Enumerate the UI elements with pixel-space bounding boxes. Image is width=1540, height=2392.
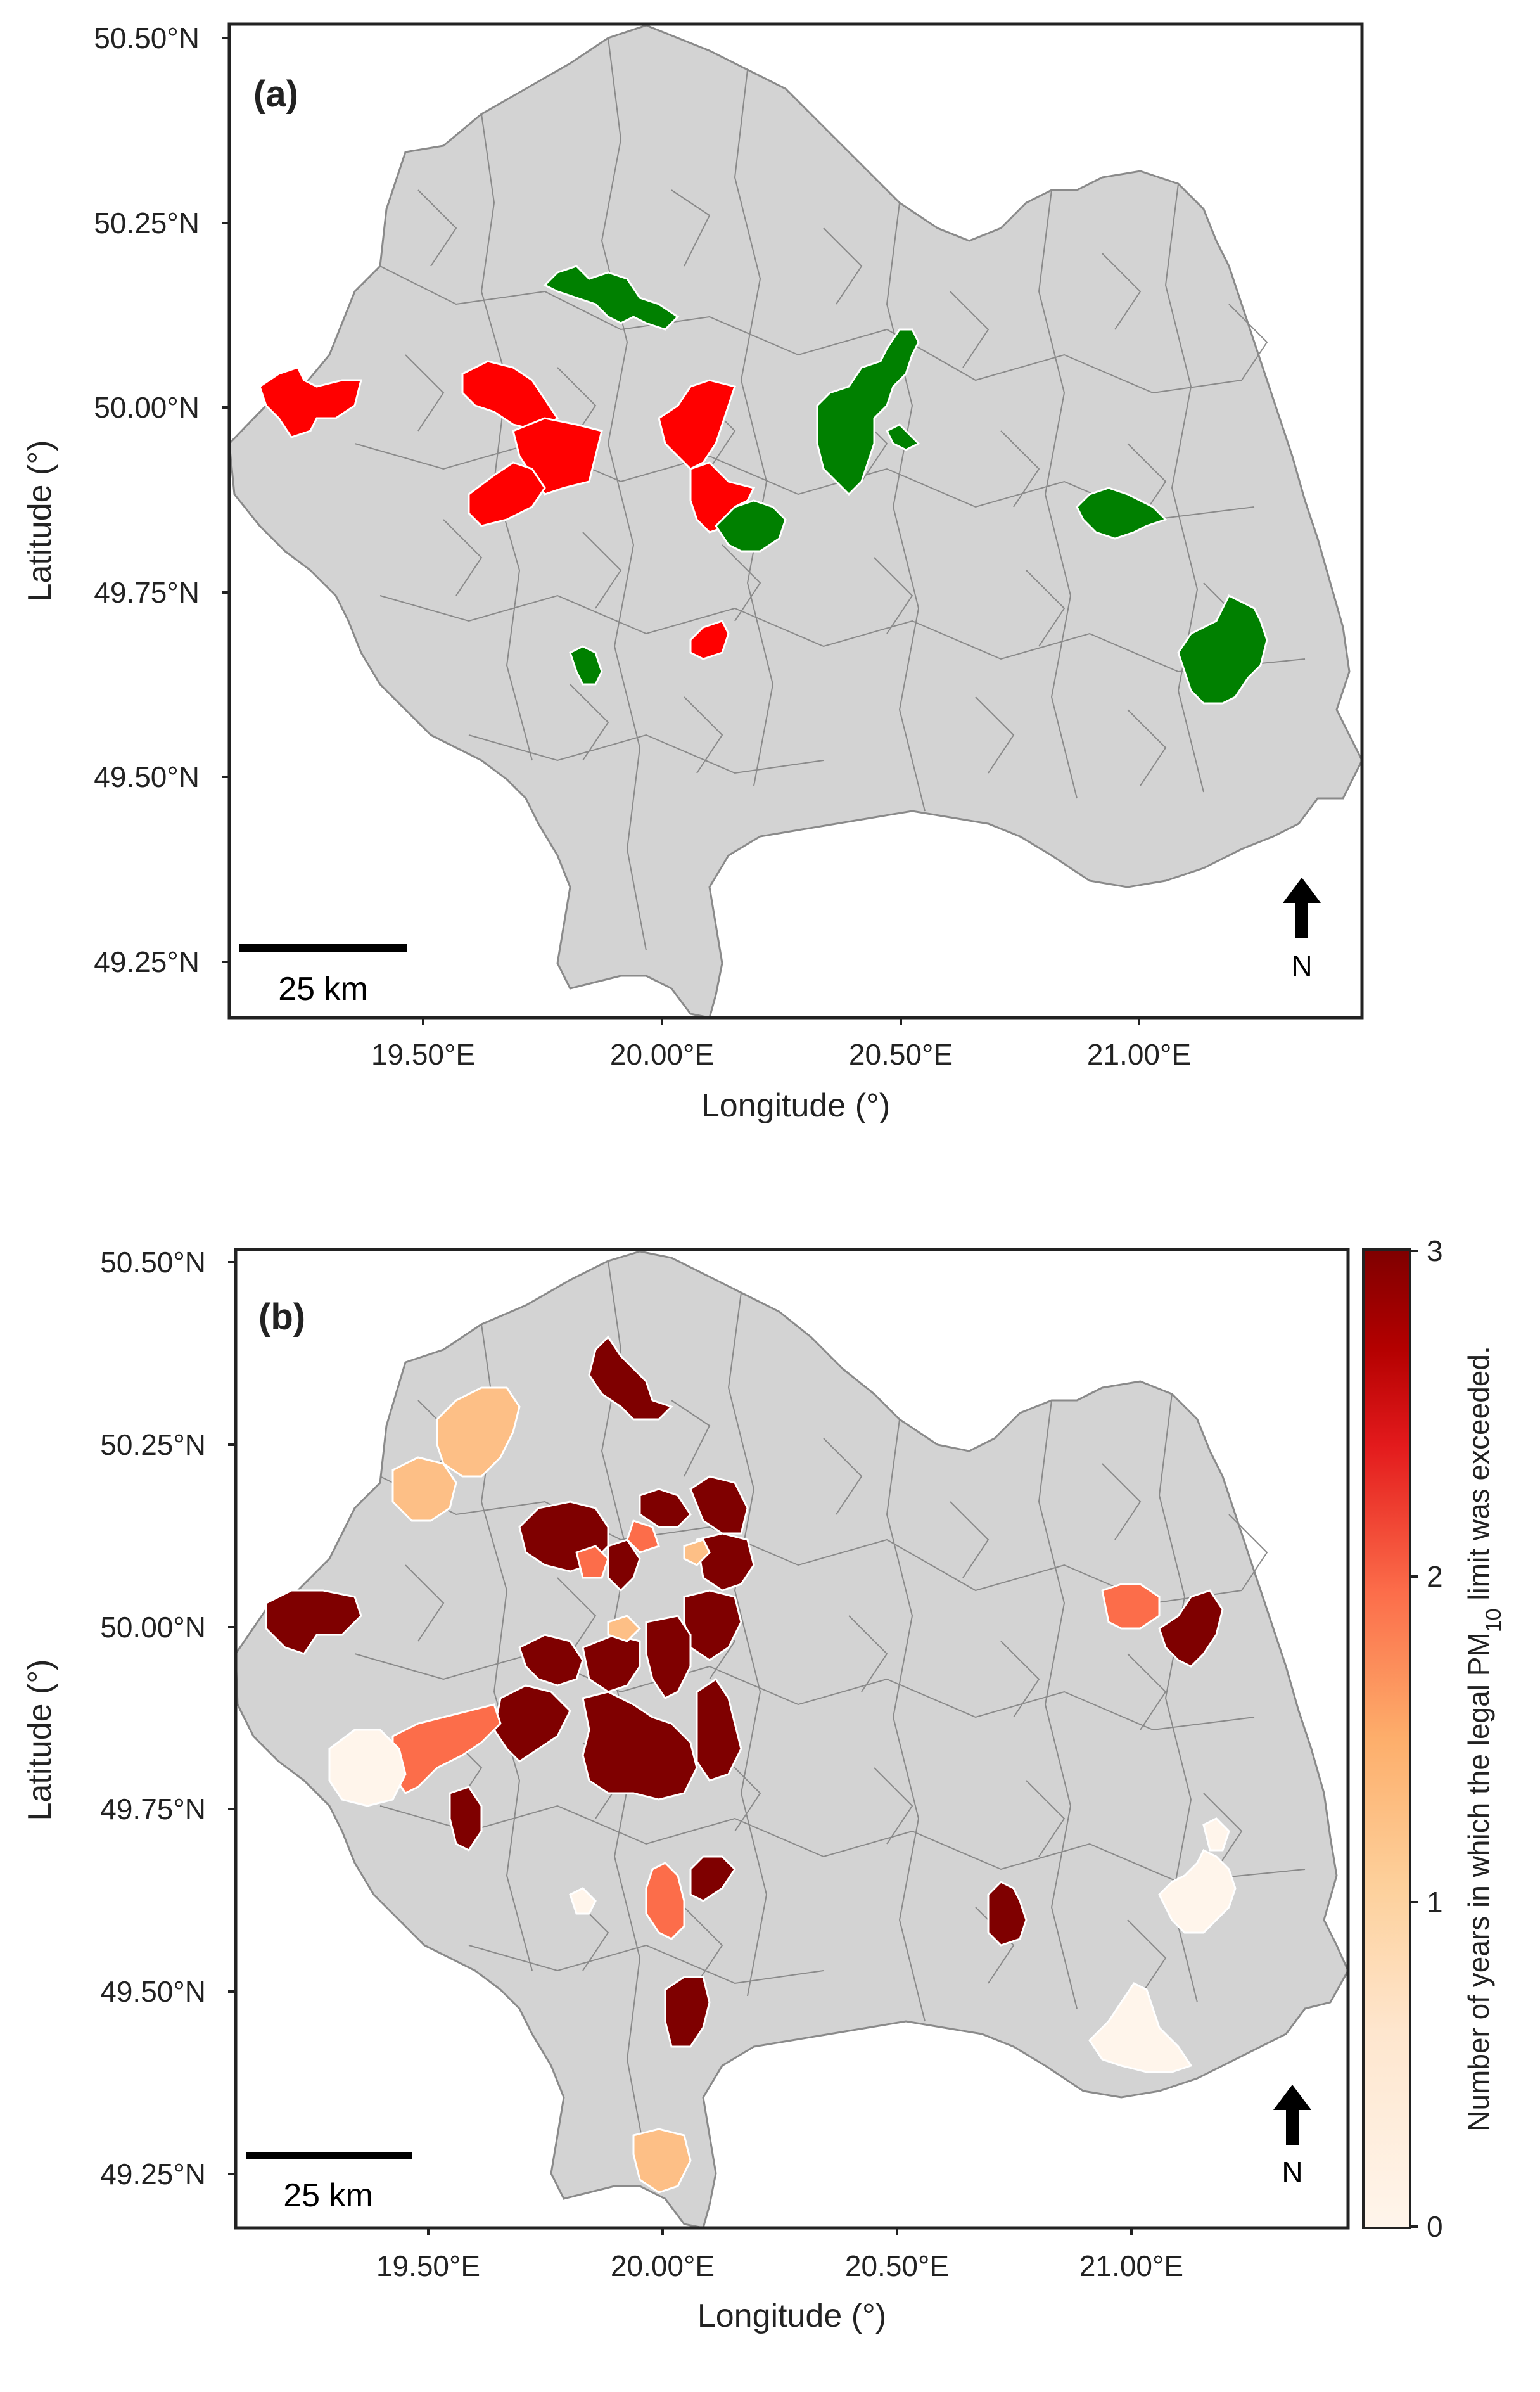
panel-b-ticks: [228, 1261, 1133, 2235]
commune-2-years: [1101, 1583, 1161, 1630]
commune-3-years: [588, 1335, 673, 1421]
commune-3-years: [518, 1634, 584, 1687]
commune-3-years: [664, 1976, 711, 2048]
lat-tick-label: 49.25°N: [94, 945, 200, 978]
commune-3-years: [645, 1615, 692, 1699]
lat-tick-label: 50.25°N: [100, 1428, 206, 1461]
commune-green: [715, 499, 787, 553]
commune-3-years: [689, 1855, 736, 1902]
commune-3-years: [582, 1691, 698, 1801]
panel-a-ticks: [222, 37, 1140, 1025]
lat-tick-label: 49.50°N: [100, 1975, 206, 2008]
commune-3-years: [696, 1532, 755, 1592]
commune-3-years: [696, 1677, 742, 1782]
x-axis-title: Longitude (°): [697, 2298, 886, 2334]
lon-tick-label: 19.50°E: [371, 1038, 475, 1071]
region-outline: [229, 24, 1362, 1018]
commune-0-years: [328, 1729, 407, 1807]
north-arrow-icon: [1273, 2085, 1311, 2145]
commune-boundaries: [354, 37, 1306, 951]
commune-3-years: [987, 1881, 1028, 1947]
commune-2-years: [391, 1703, 502, 1794]
lon-tick-label: 20.50°E: [845, 2249, 949, 2282]
commune-3-years: [1158, 1589, 1224, 1668]
commune-0-years: [1158, 1848, 1237, 1934]
lat-tick-label: 50.50°N: [100, 1246, 206, 1279]
lat-tick-label: 49.50°N: [94, 760, 200, 793]
commune-1-years: [683, 1538, 711, 1566]
commune-1-years: [436, 1386, 521, 1478]
scale-bar-label: 25 km: [283, 2177, 373, 2214]
panel-a-green-communes: [543, 265, 1268, 705]
commune-3-years: [265, 1589, 362, 1655]
x-axis-title: Longitude (°): [701, 1087, 890, 1124]
commune-green: [885, 423, 920, 451]
lat-tick-label: 50.25°N: [94, 207, 200, 240]
commune-red: [658, 379, 736, 470]
lon-tick-label: 21.00°E: [1079, 2249, 1183, 2282]
north-label: N: [1282, 2156, 1302, 2189]
commune-2-years: [626, 1519, 660, 1554]
lon-tick-label: 19.50°E: [376, 2249, 480, 2282]
panel-b-choropleth: [265, 1335, 1237, 2194]
colorbar-tick-label: 3: [1427, 1234, 1443, 1267]
commune-1-years: [632, 2128, 692, 2194]
commune-2-years: [645, 1862, 685, 1940]
lat-tick-label: 50.00°N: [100, 1611, 206, 1644]
scale-bar: [246, 2152, 412, 2159]
commune-green: [543, 265, 680, 331]
commune-green: [569, 645, 603, 686]
colorbar-title-suffix: limit was exceeded.: [1462, 1346, 1495, 1608]
lat-tick-label: 50.50°N: [94, 22, 200, 54]
scale-bar: [239, 944, 407, 952]
panel-tag: (a): [253, 74, 298, 115]
colorbar-tick-label: 1: [1427, 1886, 1443, 1919]
north-arrow-icon: [1283, 878, 1321, 938]
y-axis-title: Latitude (°): [22, 1660, 58, 1821]
panel-tag: (b): [258, 1296, 305, 1338]
commune-green: [1076, 487, 1168, 540]
scale-bar-label: 25 km: [278, 971, 368, 1007]
panel-b-map: 50.50°N 50.25°N 50.00°N 49.75°N 49.50°N …: [22, 1234, 1506, 2334]
panel-b-frame: [234, 1248, 1350, 2230]
commune-red: [689, 620, 730, 660]
lat-tick-label: 49.75°N: [94, 576, 200, 609]
commune-3-years: [639, 1488, 692, 1528]
lon-tick-label: 21.00°E: [1087, 1038, 1191, 1071]
panel-a-red-communes: [258, 360, 756, 660]
lon-tick-label: 20.00°E: [611, 2249, 715, 2282]
colorbar-title-prefix: Number of years in which the legal PM: [1462, 1632, 1495, 2131]
panel-a-map: 50.50°N 50.25°N 50.00°N 49.75°N 49.50°N …: [22, 22, 1364, 1124]
commune-1-years: [391, 1456, 457, 1522]
commune-0-years: [1202, 1817, 1230, 1852]
colorbar-title: Number of years in which the legal PM10 …: [1462, 1346, 1506, 2131]
commune-3-years: [449, 1786, 483, 1852]
commune-green: [816, 328, 920, 496]
commune-0-years: [569, 1887, 597, 1915]
commune-3-years: [493, 1684, 571, 1763]
colorbar-tick-label: 0: [1427, 2210, 1443, 2243]
commune-0-years: [1088, 1982, 1193, 2073]
commune-red: [258, 366, 362, 438]
lon-tick-label: 20.50°E: [849, 1038, 953, 1071]
y-axis-title: Latitude (°): [22, 440, 58, 602]
lat-tick-label: 49.75°N: [100, 1793, 206, 1826]
lon-tick-label: 20.00°E: [610, 1038, 714, 1071]
commune-red: [468, 461, 546, 527]
panel-a-frame: [227, 22, 1364, 1020]
commune-3-years: [689, 1475, 749, 1535]
commune-2-years: [575, 1545, 609, 1579]
colorbar-title-subscript: 10: [1482, 1608, 1506, 1632]
lat-tick-label: 49.25°N: [100, 2158, 206, 2191]
colorbar: 3 2 1 0 Number of years in which the leg…: [1362, 1234, 1506, 2243]
commune-1-years: [607, 1615, 642, 1642]
commune-green: [1177, 594, 1268, 705]
lat-tick-label: 50.00°N: [94, 391, 200, 424]
colorbar-gradient: [1362, 1248, 1411, 2229]
north-label: N: [1291, 949, 1312, 982]
colorbar-tick-label: 2: [1427, 1560, 1443, 1593]
